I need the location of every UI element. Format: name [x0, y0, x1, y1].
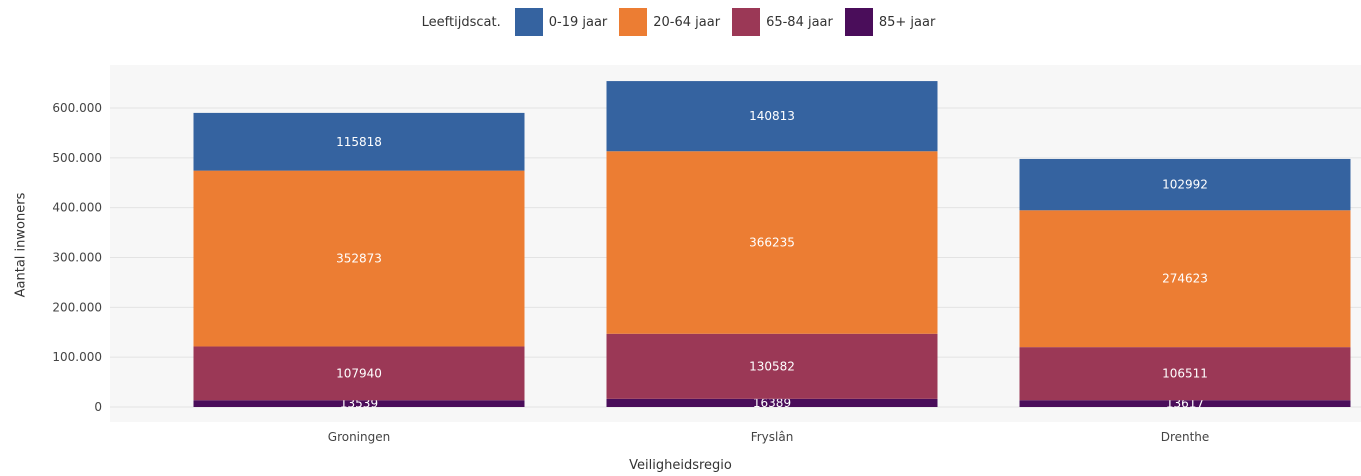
- data-label: 130582: [749, 359, 795, 373]
- legend-item: 20-64 jaar: [619, 8, 720, 36]
- data-label: 274623: [1162, 272, 1208, 286]
- y-tick-label: 300.000: [52, 251, 102, 265]
- bar-0-19-jaar: [193, 112, 525, 171]
- legend-swatch: [514, 8, 543, 36]
- bar-65-84-jaar: [1019, 347, 1351, 401]
- x-tick-label: Groningen: [328, 430, 390, 444]
- bar-20-64-jaar: [1019, 210, 1351, 348]
- data-label: 102992: [1162, 178, 1208, 192]
- y-axis-label: Aantal inwoners: [13, 192, 29, 298]
- data-label: 107940: [336, 366, 382, 380]
- legend-swatch: [732, 8, 761, 36]
- bar-0-19-jaar: [606, 81, 938, 152]
- data-label: 140813: [749, 109, 795, 123]
- bar-65-84-jaar: [193, 346, 525, 401]
- legend-title: Leeftijdscat.: [421, 14, 501, 30]
- bar-0-19-jaar: [1019, 158, 1351, 211]
- bar-65-84-jaar: [606, 333, 938, 399]
- bar-85-jaar: [606, 398, 938, 407]
- y-tick-label: 500.000: [52, 151, 102, 165]
- data-label: 366235: [749, 236, 795, 250]
- legend-items: 0-19 jaar 20-64 jaar 65-84 jaar 85+ jaar: [514, 8, 940, 36]
- bar-20-64-jaar: [193, 170, 525, 347]
- legend-label: 20-64 jaar: [653, 14, 721, 30]
- data-label: 115818: [336, 135, 382, 149]
- x-tick-label: Fryslân: [751, 430, 794, 444]
- legend-label: 85+ jaar: [878, 14, 936, 30]
- legend-item: 65-84 jaar: [732, 8, 833, 36]
- y-tick-label: 400.000: [52, 201, 102, 215]
- y-tick-label: 600.000: [52, 101, 102, 115]
- bar-85-jaar: [1019, 400, 1351, 407]
- data-label: 106511: [1162, 367, 1208, 381]
- y-tick-label: 200.000: [52, 300, 102, 314]
- data-label: 16389: [753, 396, 791, 410]
- legend-swatch: [619, 8, 648, 36]
- legend-item: 85+ jaar: [844, 8, 936, 36]
- bar-85-jaar: [193, 400, 525, 407]
- x-tick-label: Drenthe: [1161, 430, 1210, 444]
- legend-label: 0-19 jaar: [548, 14, 608, 30]
- legend-swatch: [844, 8, 873, 36]
- y-tick-label: 100.000: [52, 350, 102, 364]
- legend: Leeftijdscat. 0-19 jaar 20-64 jaar 65-84 j…: [0, 8, 1361, 36]
- legend-item: 0-19 jaar: [514, 8, 608, 36]
- legend-label: 65-84 jaar: [766, 14, 833, 30]
- data-label: 352873: [336, 252, 382, 266]
- y-tick-label: 0: [94, 400, 102, 414]
- bar-20-64-jaar: [606, 151, 938, 334]
- x-axis-label: Veiligheidsregio: [629, 458, 732, 473]
